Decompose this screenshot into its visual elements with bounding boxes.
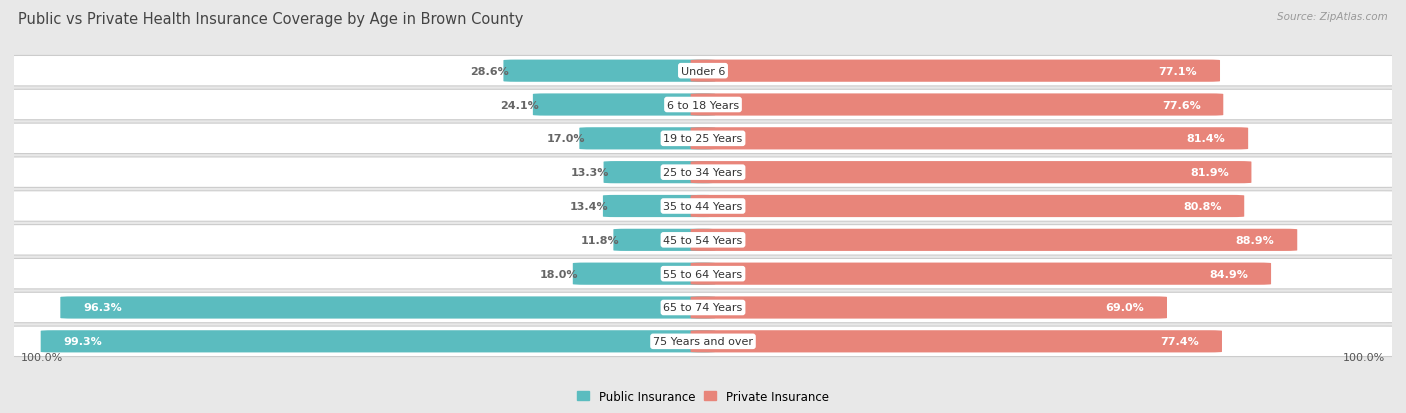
- Text: 80.8%: 80.8%: [1182, 202, 1222, 211]
- Text: 75 Years and over: 75 Years and over: [652, 337, 754, 347]
- FancyBboxPatch shape: [690, 128, 1249, 150]
- FancyBboxPatch shape: [4, 124, 1402, 154]
- Text: 28.6%: 28.6%: [470, 66, 509, 76]
- Text: Source: ZipAtlas.com: Source: ZipAtlas.com: [1277, 12, 1388, 22]
- Text: 19 to 25 Years: 19 to 25 Years: [664, 134, 742, 144]
- Text: 45 to 54 Years: 45 to 54 Years: [664, 235, 742, 245]
- Text: 99.3%: 99.3%: [63, 337, 103, 347]
- Text: 81.4%: 81.4%: [1187, 134, 1226, 144]
- Text: 65 to 74 Years: 65 to 74 Years: [664, 303, 742, 313]
- Text: 81.9%: 81.9%: [1189, 168, 1229, 178]
- FancyBboxPatch shape: [690, 60, 1220, 83]
- Text: Public vs Private Health Insurance Coverage by Age in Brown County: Public vs Private Health Insurance Cover…: [18, 12, 523, 27]
- FancyBboxPatch shape: [503, 60, 716, 83]
- FancyBboxPatch shape: [690, 330, 1222, 353]
- FancyBboxPatch shape: [572, 263, 716, 285]
- Text: 11.8%: 11.8%: [581, 235, 619, 245]
- FancyBboxPatch shape: [613, 229, 716, 252]
- Text: 18.0%: 18.0%: [540, 269, 578, 279]
- Text: 77.4%: 77.4%: [1160, 337, 1199, 347]
- Text: 17.0%: 17.0%: [547, 134, 585, 144]
- FancyBboxPatch shape: [4, 56, 1402, 87]
- Text: 55 to 64 Years: 55 to 64 Years: [664, 269, 742, 279]
- FancyBboxPatch shape: [690, 94, 1223, 116]
- FancyBboxPatch shape: [533, 94, 716, 116]
- Legend: Public Insurance, Private Insurance: Public Insurance, Private Insurance: [572, 385, 834, 408]
- Text: 77.1%: 77.1%: [1159, 66, 1198, 76]
- Text: 100.0%: 100.0%: [21, 352, 63, 363]
- Text: 24.1%: 24.1%: [499, 100, 538, 110]
- Text: 6 to 18 Years: 6 to 18 Years: [666, 100, 740, 110]
- FancyBboxPatch shape: [690, 297, 1167, 319]
- FancyBboxPatch shape: [60, 297, 716, 319]
- FancyBboxPatch shape: [579, 128, 716, 150]
- FancyBboxPatch shape: [4, 158, 1402, 188]
- FancyBboxPatch shape: [4, 292, 1402, 323]
- FancyBboxPatch shape: [690, 229, 1298, 252]
- FancyBboxPatch shape: [4, 225, 1402, 255]
- FancyBboxPatch shape: [603, 161, 716, 184]
- Text: 100.0%: 100.0%: [1343, 352, 1385, 363]
- FancyBboxPatch shape: [690, 161, 1251, 184]
- Text: 84.9%: 84.9%: [1209, 269, 1249, 279]
- Text: 25 to 34 Years: 25 to 34 Years: [664, 168, 742, 178]
- Text: 13.3%: 13.3%: [571, 168, 609, 178]
- Text: 35 to 44 Years: 35 to 44 Years: [664, 202, 742, 211]
- FancyBboxPatch shape: [41, 330, 716, 353]
- Text: 96.3%: 96.3%: [83, 303, 122, 313]
- FancyBboxPatch shape: [4, 90, 1402, 121]
- FancyBboxPatch shape: [4, 259, 1402, 289]
- Text: 77.6%: 77.6%: [1161, 100, 1201, 110]
- FancyBboxPatch shape: [4, 191, 1402, 222]
- FancyBboxPatch shape: [690, 263, 1271, 285]
- Text: 13.4%: 13.4%: [569, 202, 609, 211]
- Text: Under 6: Under 6: [681, 66, 725, 76]
- Text: 88.9%: 88.9%: [1236, 235, 1274, 245]
- FancyBboxPatch shape: [690, 195, 1244, 218]
- Text: 69.0%: 69.0%: [1105, 303, 1144, 313]
- FancyBboxPatch shape: [4, 326, 1402, 357]
- FancyBboxPatch shape: [603, 195, 716, 218]
